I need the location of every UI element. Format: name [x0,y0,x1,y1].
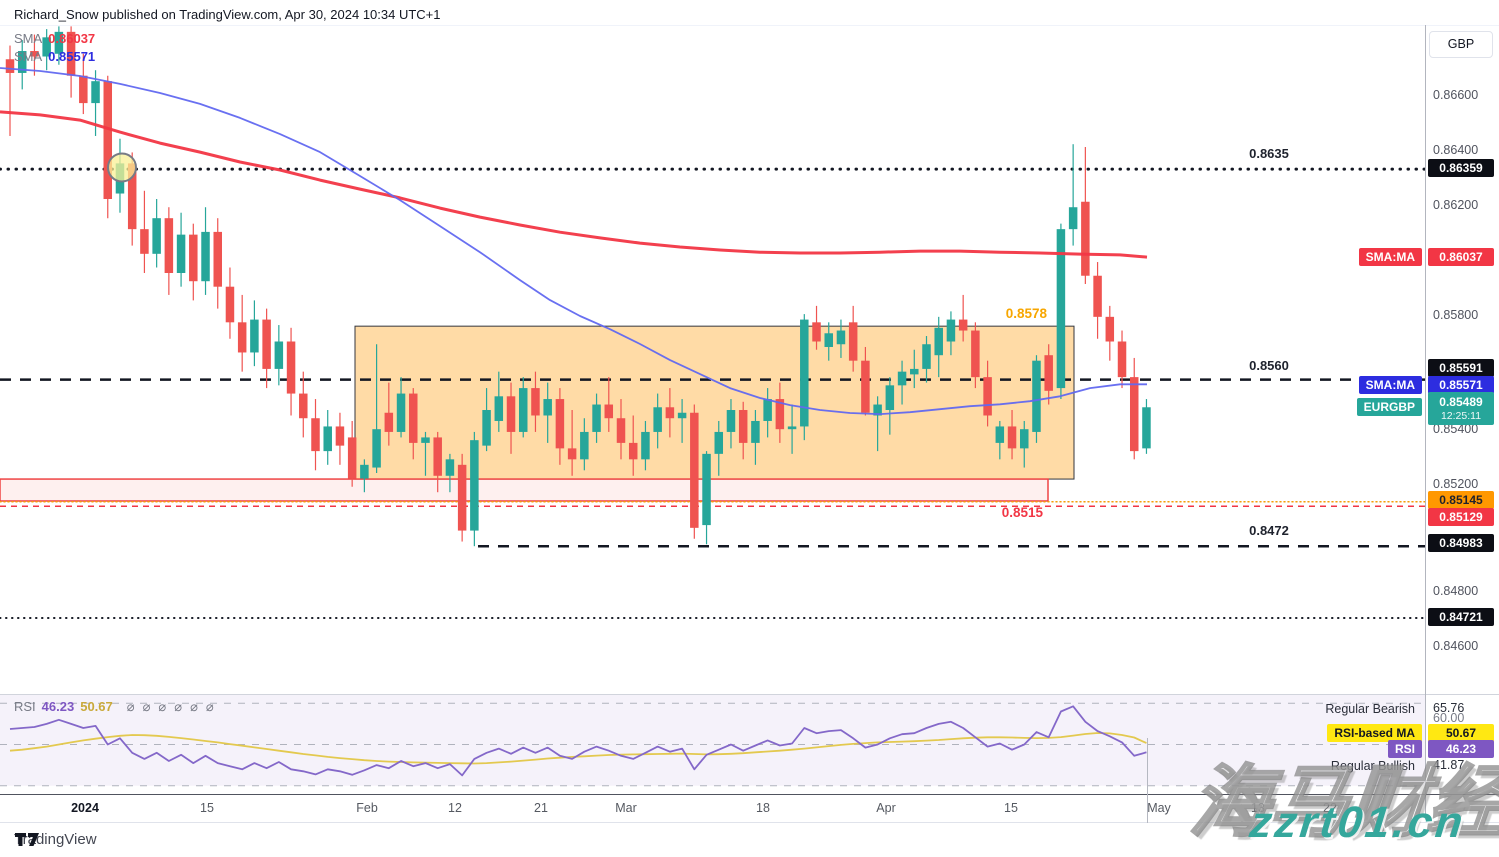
watermark-url: zzrt01.cn [1247,798,1468,847]
time-axis-border [0,794,1499,795]
rsi-label: RSI [14,699,36,714]
candlestick-series [5,26,1151,547]
time-label-May: May [1147,801,1171,815]
last-bar-vertical-line [1147,738,1148,828]
price-badge-0.85489: 0.85489 12:25:11 [1428,392,1494,425]
time-label-Mar: Mar [615,801,637,815]
price-pane[interactable] [0,25,1425,695]
price-badge-0.85145: 0.85145 [1428,491,1494,509]
currency-toggle-button[interactable]: GBP [1429,31,1493,58]
sma-label: SMA [14,49,43,64]
price-tick-0.85200: 0.85200 [1433,477,1479,491]
price-axis[interactable]: GBP 0.866000.864000.862000.860000.858000… [1426,25,1499,820]
price-tick-0.86400: 0.86400 [1433,143,1479,157]
rsi-axis-50.67: 50.67 [1428,724,1494,742]
divergence-slot-icon: ⌀ [205,699,214,714]
footer-border [0,822,1499,823]
price-badge-0.84983: 0.84983 [1428,534,1494,552]
series-label-regular-bullish: Regular Bullish [1330,759,1415,773]
consolidation-box-label: 0.8578 [1005,306,1047,321]
price-badge-0.85129: 0.85129 [1428,508,1494,526]
support-zone-label: 0.8515 [1001,505,1043,520]
price-badge-0.84721: 0.84721 [1428,608,1494,626]
price-tick-0.86600: 0.86600 [1433,88,1479,102]
price-tick-0.84600: 0.84600 [1433,639,1479,653]
rsi-pane[interactable] [0,695,1425,794]
series-label-sma-ma: SMA:MA [1358,248,1422,266]
footer-bar: TradingView [0,823,1499,857]
series-label-rsi: RSI [1387,740,1422,758]
breakdown-circle[interactable] [107,152,137,183]
time-label-22: 22 [1323,801,1337,815]
series-label-eurgbp: EURGBP [1356,398,1422,416]
price-badge-0.86359: 0.86359 [1428,159,1494,177]
divergence-slot-icon: ⌀ [158,699,167,714]
rsi-ma-line[interactable] [9,732,1147,765]
time-label-15: 15 [1004,801,1018,815]
sma-value: 0.85571 [48,49,96,64]
publish-attribution: Richard_Snow published on TradingView.co… [14,7,441,22]
divergence-slot-icon: ⌀ [142,699,151,714]
price-tick-0.85400: 0.85400 [1433,422,1479,436]
level-label-0.8472: 0.8472 [1249,523,1289,538]
price-badge-0.85591: 0.85591 [1428,359,1494,377]
price-axis-border [1425,25,1426,820]
sma-legend-1: SMA 0.86037 [14,31,95,46]
series-label-regular-bearish: Regular Bearish [1325,702,1415,716]
rsi-axis-65.76: 65.76 [1433,701,1465,715]
tradingview-logo[interactable]: TradingView [14,831,97,848]
rsi-legend: RSI 46.23 50.67 ⌀ ⌀ ⌀ ⌀ ⌀ ⌀ [14,699,214,715]
rsi-line[interactable] [9,705,1147,777]
pane-separator [0,694,1499,695]
price-tick-0.86200: 0.86200 [1433,198,1479,212]
time-label-21: 21 [534,801,548,815]
sma-red-line[interactable] [0,110,1148,259]
price-tick-0.84800: 0.84800 [1433,584,1479,598]
time-label-12: 12 [448,801,462,815]
divergence-slot-icon: ⌀ [126,699,135,714]
time-label-18: 18 [756,801,770,815]
price-badge-0.86037: 0.86037 [1428,248,1494,266]
support-zone[interactable] [0,478,1049,502]
price-badge-0.85571: 0.85571 [1428,376,1494,394]
level-label-0.8635: 0.8635 [1249,146,1289,161]
sma-legend-2: SMA 0.85571 [14,49,95,64]
rsi-axis-41.87: 41.87 [1433,758,1465,772]
divergence-slot-icon: ⌀ [174,699,183,714]
divergence-empty-slots: ⌀ ⌀ ⌀ ⌀ ⌀ ⌀ [119,699,214,715]
sma-value: 0.86037 [48,31,96,46]
series-label-sma-ma: SMA:MA [1358,376,1422,394]
level-label-0.8560: 0.8560 [1249,358,1289,373]
chart-top-border [0,25,1499,26]
time-label-15: 15 [200,801,214,815]
price-tick-0.85800: 0.85800 [1433,308,1479,322]
time-label-2024: 2024 [71,801,99,815]
rsi-band [0,695,1425,786]
consolidation-box[interactable] [354,325,1075,480]
sma-blue-line[interactable] [0,67,1147,416]
rsi-value: 46.23 [41,699,75,714]
divergence-slot-icon: ⌀ [190,699,198,714]
time-label-Apr: Apr [876,801,896,815]
last-trade-time: 12:25:11 [1440,410,1482,422]
time-label-13: 13 [1251,801,1265,815]
series-label-rsi-based-ma: RSI-based MA [1327,724,1422,742]
tradingview-logo-icon [15,833,39,846]
sma-label: SMA [14,31,43,46]
rsi-axis-46.23: 46.23 [1428,740,1494,758]
time-label-Feb: Feb [356,801,378,815]
rsi-axis-60.00: 60.00 [1433,711,1465,725]
rsi-ma-value: 50.67 [80,699,113,714]
